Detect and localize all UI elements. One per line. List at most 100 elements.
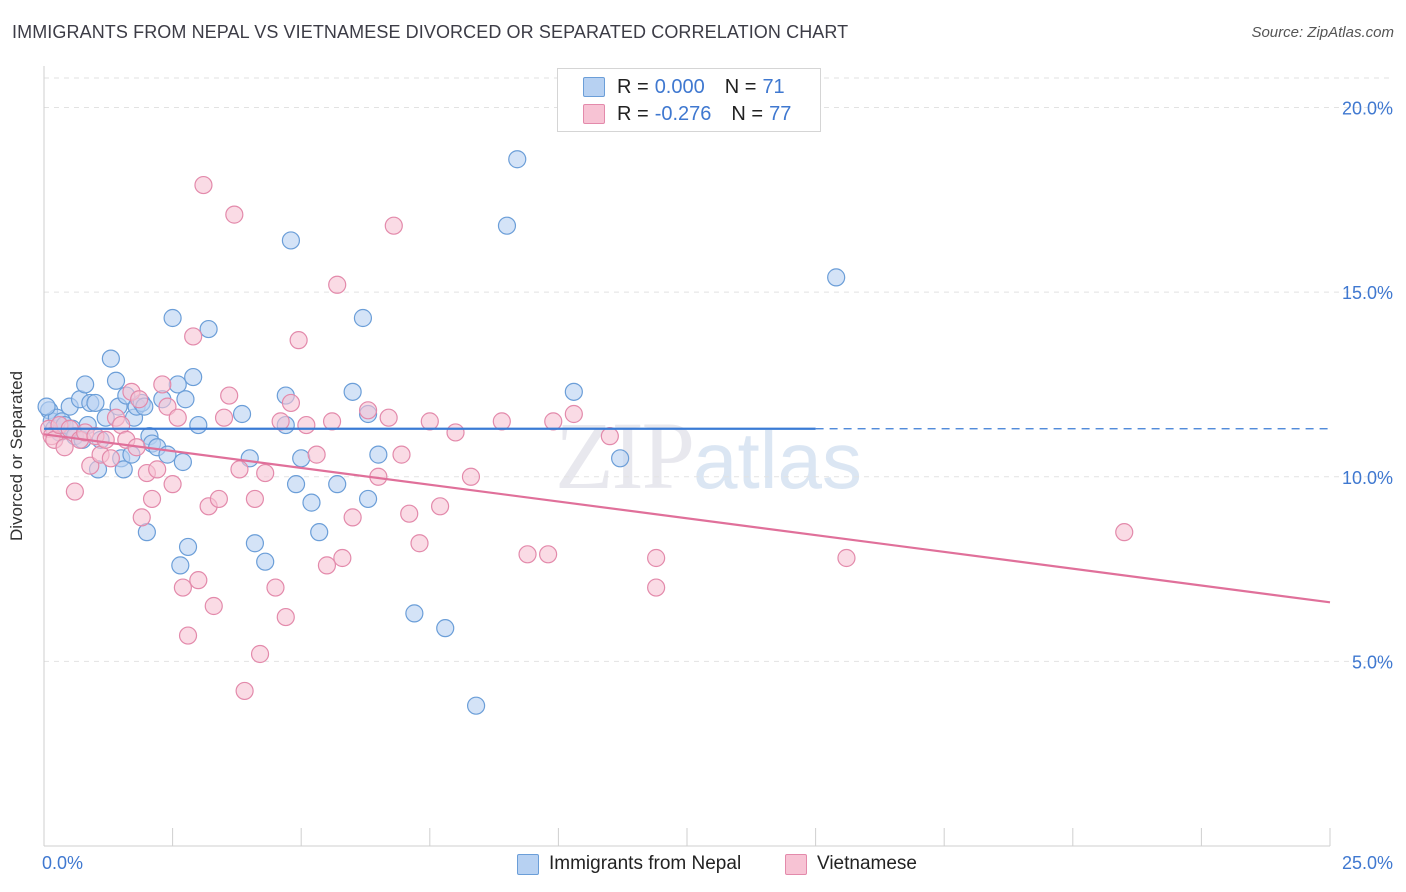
nepal-point	[286, 475, 306, 494]
bottom-legend-nepal: Immigrants from Nepal	[517, 852, 741, 876]
legend-row-vietnamese: R = -0.276 N = 77	[583, 102, 791, 126]
bottom-legend-swatch-vietnamese	[785, 853, 807, 875]
bottom-legend-label-vietnamese: Vietnamese	[817, 853, 917, 874]
vietnamese-point	[189, 571, 208, 590]
nepal-point	[343, 382, 362, 401]
nepal-point	[353, 308, 373, 328]
legend-n-value-vietnamese: 77	[769, 102, 792, 125]
legend-r-value-vietnamese: -0.276	[654, 102, 712, 125]
legend-row-nepal: R = 0.000 N = 71	[583, 75, 785, 99]
vietnamese-point	[333, 548, 352, 568]
nepal-point	[256, 552, 275, 571]
nepal-point	[611, 449, 630, 468]
nepal-point	[176, 390, 195, 409]
nepal-point	[292, 449, 311, 468]
chart-title: IMMIGRANTS FROM NEPAL VS VIETNAMESE DIVO…	[12, 22, 849, 42]
vietnamese-point	[564, 404, 583, 424]
vietnamese-point	[235, 681, 254, 701]
nepal-point	[232, 404, 252, 424]
nepal-point	[281, 231, 301, 250]
nepal-point	[497, 216, 517, 235]
legend-r-label: R =	[617, 75, 649, 98]
legend-r-label: R =	[617, 102, 649, 125]
legend-n-label: N =	[724, 75, 757, 98]
vietnamese-point	[461, 467, 481, 486]
nepal-point	[369, 445, 388, 464]
vietnamese-point	[379, 408, 398, 427]
vietnamese-point	[410, 534, 429, 553]
vietnamese-point	[178, 626, 198, 645]
vietnamese-point	[297, 415, 316, 435]
nepal-point	[466, 696, 486, 715]
vietnamese-point	[55, 438, 74, 457]
y-axis-label: Divorced or Separated	[7, 370, 26, 542]
nepal-point	[86, 393, 105, 413]
vietnamese-point	[163, 475, 182, 494]
nepal-point	[310, 523, 329, 542]
nepal-point	[171, 556, 190, 575]
nepal-point	[302, 493, 321, 512]
watermark: ZIPatlas	[555, 400, 862, 511]
vietnamese-point	[430, 497, 450, 516]
vietnamese-point	[101, 449, 120, 468]
vietnamese-point	[256, 463, 275, 483]
y-tick-label: 10.0%	[1342, 468, 1393, 488]
vietnamese-point	[148, 460, 167, 479]
vietnamese-point	[281, 393, 301, 413]
legend-swatch-vietnamese	[583, 104, 605, 124]
vietnamese-point	[209, 489, 228, 509]
vietnamese-point	[271, 412, 290, 431]
vietnamese-point	[647, 578, 666, 597]
vietnamese-point	[446, 423, 465, 442]
nepal-point	[358, 489, 378, 509]
nepal-point	[564, 382, 583, 401]
vietnamese-point	[65, 482, 84, 501]
bottom-legend-swatch-nepal	[517, 853, 539, 875]
nepal-point	[101, 349, 120, 368]
legend-n-label: N =	[731, 102, 764, 125]
source-label: Source: ZipAtlas.com	[1251, 24, 1394, 41]
vietnamese-point	[544, 412, 563, 431]
nepal-point	[827, 268, 846, 287]
vietnamese-point	[230, 460, 249, 479]
vietnamese-point	[132, 508, 151, 527]
vietnamese-point	[492, 412, 511, 431]
vietnamese-point	[245, 489, 265, 509]
vietnamese-point	[518, 545, 537, 564]
vietnamese-point	[194, 175, 213, 195]
vietnamese-point	[214, 408, 234, 427]
vietnamese-point	[276, 607, 295, 627]
nepal-point	[328, 475, 347, 494]
legend-n-value-nepal: 71	[762, 75, 785, 98]
vietnamese-point	[250, 644, 270, 664]
vietnamese-point	[837, 548, 856, 568]
nepal-point	[405, 604, 424, 623]
bottom-legend-vietnamese: Vietnamese	[785, 852, 917, 876]
nepal-point	[245, 534, 265, 553]
vietnamese-point	[358, 401, 378, 420]
vietnamese-point	[420, 412, 439, 431]
vietnamese-point	[317, 556, 337, 575]
vietnamese-point	[168, 408, 187, 427]
vietnamese-point	[184, 327, 203, 346]
nepal-point	[114, 460, 133, 479]
vietnamese-point	[343, 508, 362, 527]
vietnamese-point	[600, 427, 619, 446]
vietnamese-point	[322, 412, 342, 431]
nepal-point	[106, 371, 126, 390]
vietnamese-point	[266, 578, 285, 597]
nepal-point	[199, 319, 218, 339]
vietnamese-point	[204, 596, 223, 616]
legend-r-value-nepal: 0.000	[654, 75, 705, 98]
vietnamese-point	[225, 205, 244, 224]
vietnamese-point	[153, 375, 172, 394]
nepal-point	[76, 375, 95, 394]
vietnamese-point	[81, 456, 100, 475]
x-tick-label-min: 0.0%	[42, 853, 83, 873]
vietnamese-trend-line	[43, 433, 1331, 604]
nepal-point	[163, 308, 182, 328]
vietnamese-point	[307, 445, 326, 464]
nepal-point	[184, 367, 203, 387]
y-tick-label: 15.0%	[1342, 283, 1393, 303]
